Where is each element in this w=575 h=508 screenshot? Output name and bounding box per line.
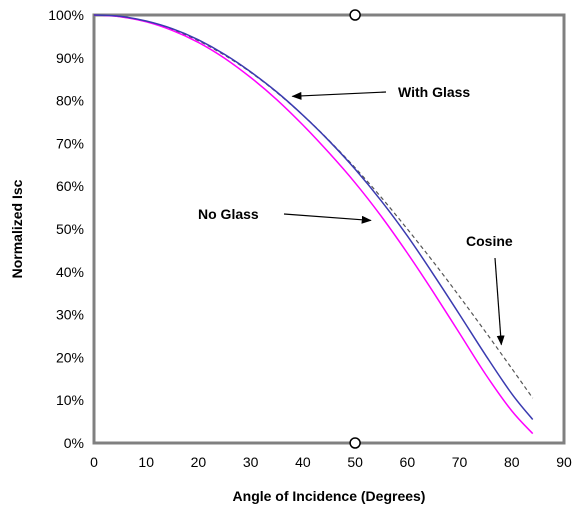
y-tick-label: 10% (56, 392, 84, 408)
y-tick-label: 80% (56, 93, 84, 109)
frame-marker (349, 437, 361, 449)
y-tick-label: 100% (48, 7, 84, 23)
x-axis-ticks: 0 10 20 30 40 50 60 70 80 90 (90, 454, 572, 470)
y-tick-label: 90% (56, 50, 84, 66)
series-layer (93, 14, 534, 435)
y-tick-label: 40% (56, 264, 84, 280)
x-tick-label: 60 (400, 454, 416, 470)
x-tick-label: 10 (138, 454, 154, 470)
annotation-layer: With Glass No Glass Cosine (198, 84, 513, 346)
x-tick-label: 90 (556, 454, 572, 470)
series-line-no-glass (93, 14, 534, 435)
marker-layer (349, 9, 361, 449)
y-tick-label: 20% (56, 349, 84, 365)
annotation-label: With Glass (398, 84, 470, 100)
x-axis-title: Angle of Incidence (Degrees) (233, 488, 426, 504)
x-tick-label: 50 (347, 454, 363, 470)
y-tick-label: 70% (56, 135, 84, 151)
x-tick-label: 80 (504, 454, 520, 470)
y-tick-label: 60% (56, 178, 84, 194)
x-tick-label: 40 (295, 454, 311, 470)
x-tick-label: 0 (90, 454, 98, 470)
annotation-label: No Glass (198, 206, 259, 222)
frame-marker (349, 9, 361, 21)
x-tick-label: 20 (191, 454, 207, 470)
plot-area-frame (92, 13, 566, 445)
y-axis-ticks: 0% 10% 20% 30% 40% 50% 60% 70% 80% 90% 100% (48, 7, 84, 451)
y-tick-label: 30% (56, 307, 84, 323)
annotation-arrow (494, 257, 505, 346)
annotation-arrow (291, 91, 387, 100)
y-axis-title: Normalized Isc (9, 179, 25, 278)
annotation-arrow (283, 213, 372, 224)
x-tick-label: 70 (452, 454, 468, 470)
y-tick-label: 0% (64, 435, 84, 451)
annotation-label: Cosine (466, 233, 513, 249)
series-line-cosine (93, 14, 534, 399)
series-line-with-glass (93, 14, 534, 420)
x-tick-label: 30 (243, 454, 259, 470)
y-tick-label: 50% (56, 221, 84, 237)
